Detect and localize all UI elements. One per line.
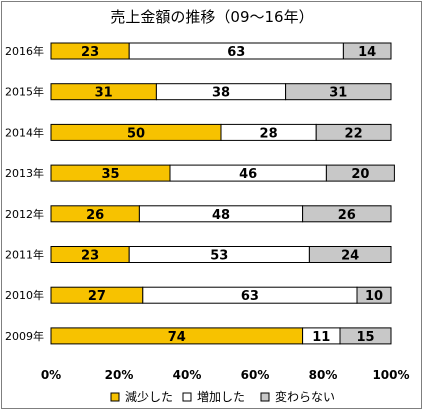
bar-segment — [315, 123, 392, 141]
category-label: 2013年 — [5, 166, 44, 180]
x-tick-label: 40% — [173, 368, 202, 382]
data-label: 11 — [312, 330, 330, 345]
legend-label: 変わらない — [275, 389, 335, 404]
data-label: 28 — [260, 126, 278, 141]
legend: 減少した 増加した 変わらない — [110, 389, 335, 404]
data-label: 26 — [86, 208, 104, 223]
data-label: 31 — [329, 86, 347, 101]
bar-segment — [342, 42, 392, 60]
category-label: 2014年 — [5, 125, 44, 139]
data-label: 27 — [88, 289, 106, 304]
x-tick-label: 100% — [372, 368, 409, 382]
data-label: 23 — [81, 249, 99, 264]
legend-swatch — [182, 392, 192, 402]
legend-label: 増加した — [197, 390, 245, 404]
legend-label: 減少した — [125, 389, 173, 404]
data-label: 20 — [351, 167, 369, 182]
category-label: 2009年 — [5, 329, 44, 343]
bar-segment — [356, 286, 392, 304]
x-tick-labels: 0% 20% 40% 60% 80% 100% — [41, 368, 410, 382]
x-tick-label: 0% — [41, 368, 61, 382]
category-label: 2016年 — [5, 44, 44, 58]
data-label: 48 — [212, 208, 230, 223]
data-label: 53 — [210, 249, 228, 264]
category-label: 2012年 — [5, 207, 44, 221]
data-label: 22 — [345, 126, 363, 141]
data-label: 26 — [338, 208, 356, 223]
category-label: 2010年 — [5, 288, 44, 302]
data-label: 14 — [358, 45, 376, 60]
bar-segment — [302, 205, 392, 223]
x-tick-label: 20% — [105, 368, 134, 382]
bar-segment — [308, 246, 392, 263]
data-label: 31 — [95, 86, 113, 101]
data-label: 10 — [365, 289, 383, 304]
data-label: 50 — [127, 126, 145, 141]
data-label: 74 — [168, 330, 186, 345]
bar-segment — [285, 83, 392, 101]
data-label: 63 — [227, 45, 245, 60]
data-label: 63 — [241, 289, 259, 304]
chart-title: 売上金額の推移（09～16年） — [110, 8, 313, 26]
data-label: 24 — [341, 249, 359, 264]
x-tick-label: 80% — [309, 368, 338, 382]
category-labels: 2016年 2015年 2014年 2013年 2012年 2011年 2010年 2009年 — [5, 44, 44, 343]
category-label: 2015年 — [5, 85, 44, 99]
bar-segment — [325, 164, 395, 182]
data-label: 38 — [212, 86, 230, 101]
data-label: 46 — [239, 167, 257, 182]
data-label: 35 — [101, 167, 119, 182]
data-label: 15 — [356, 330, 374, 345]
category-label: 2011年 — [5, 248, 44, 262]
bars-group: 23 63 14 31 38 31 50 28 22 35 46 20 26 48 26 23 53 24 27 63… — [50, 42, 395, 345]
data-label: 23 — [81, 45, 99, 60]
x-tick-label: 60% — [241, 368, 270, 382]
legend-swatch — [110, 392, 120, 402]
bar-segment — [339, 327, 392, 345]
legend-swatch — [260, 392, 270, 402]
